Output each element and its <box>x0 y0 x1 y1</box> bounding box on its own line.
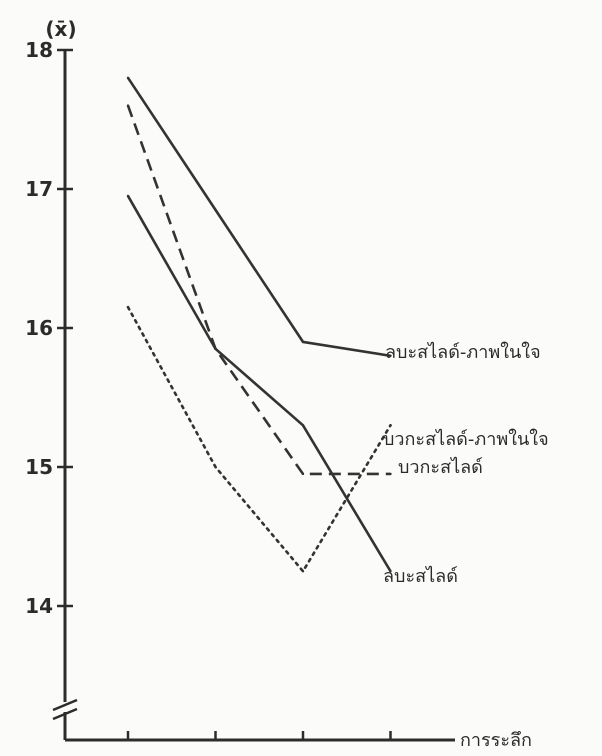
y-axis-label: (x̄) <box>45 17 76 41</box>
data-point <box>301 424 305 427</box>
series-label: บวกะสไลด์-ภาพในใจ <box>383 428 549 450</box>
data-point <box>389 354 392 357</box>
series-label: บวกะสไลด์ <box>398 456 483 478</box>
axes: การระลึก 14 15 16 17 18(x̄) <box>25 17 532 751</box>
data-point <box>126 76 130 80</box>
data-point <box>126 194 130 198</box>
data-point <box>301 472 305 476</box>
y-tick-label: 16 <box>25 316 53 340</box>
series-line-1 <box>126 77 391 358</box>
data-point <box>389 424 392 427</box>
y-tick-label: 14 <box>25 594 53 618</box>
series-line-4 <box>126 195 392 572</box>
data-point <box>214 347 217 351</box>
data-point <box>389 570 392 573</box>
series-line-2 <box>126 305 392 574</box>
axis-break-mark <box>52 707 78 721</box>
data-point <box>214 208 217 212</box>
data-point <box>126 104 130 107</box>
series-labels: ลบะสไลด์-ภาพในใจบวกะสไลด์-ภาพในใจบวกะสไล… <box>383 341 549 587</box>
data-point <box>126 305 130 309</box>
data-point <box>389 472 392 476</box>
series-group <box>126 76 392 574</box>
series-label: ลบะสไลด์ <box>383 565 458 587</box>
series-label: ลบะสไลด์-ภาพในใจ <box>385 341 541 363</box>
data-point <box>214 465 217 469</box>
series-line-3 <box>126 105 391 476</box>
data-point <box>301 340 305 344</box>
y-tick-label: 17 <box>25 177 53 201</box>
y-tick-label: 18 <box>25 38 53 62</box>
x-axis-label: การระลึก <box>460 730 532 751</box>
y-tick-label: 15 <box>25 455 53 479</box>
data-point <box>301 570 305 573</box>
axis-break-mark <box>52 698 78 712</box>
